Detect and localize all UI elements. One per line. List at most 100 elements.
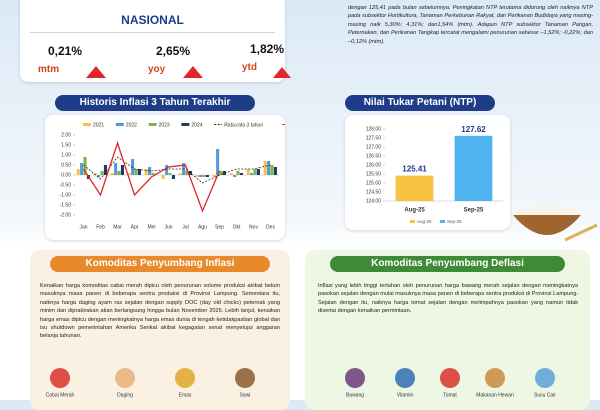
bar — [202, 175, 206, 177]
bar — [76, 169, 80, 175]
y-tick-label: 0.50 — [61, 162, 71, 168]
bar — [233, 175, 237, 177]
bar — [117, 171, 121, 175]
inflation-chart: 2.00 1.50 1.00 0.50 0.00 -0.50 -1.00 -1.50 -2.00… — [60, 122, 285, 230]
chart-card — [45, 115, 285, 240]
commodity-icon — [345, 368, 365, 388]
legend-swatch — [440, 220, 445, 223]
y-tick-label: -2.00 — [60, 212, 72, 218]
bar — [127, 173, 131, 175]
commodity-icon — [115, 368, 135, 388]
bar — [134, 169, 138, 175]
bar — [93, 173, 97, 175]
wheat — [564, 223, 598, 242]
commodity-label: Tomat — [443, 392, 457, 398]
bar — [263, 161, 267, 175]
nasional-card — [20, 0, 285, 82]
commodity-icon — [440, 368, 460, 388]
bar — [239, 173, 243, 175]
bar — [165, 165, 169, 175]
y-tick-label: 2.00 — [61, 132, 71, 138]
bar — [222, 171, 226, 175]
y-tick-label: 125.00 — [366, 180, 382, 186]
bar — [80, 163, 84, 175]
rice-bowl — [513, 205, 598, 242]
bar — [195, 175, 199, 177]
y-tick-label: -0.50 — [60, 182, 72, 188]
bar — [216, 149, 220, 175]
bar — [161, 175, 165, 179]
legend-swatch — [83, 123, 91, 126]
bar — [185, 171, 189, 175]
bar — [270, 165, 274, 175]
ntp-chart: 124.00 124.50 125.00 125.50 126.00 126.50 127.… — [366, 125, 503, 224]
bar — [131, 159, 135, 175]
bowl — [513, 215, 581, 235]
bar — [144, 169, 148, 175]
legend-swatch — [410, 220, 415, 223]
bar — [246, 169, 250, 175]
up-arrow — [183, 66, 203, 78]
commodity-label: Emas — [179, 392, 192, 398]
bar — [110, 173, 114, 175]
chart-title: Historis Inflasi 3 Tahun Terakhir — [55, 95, 255, 111]
x-tick-label: Nov — [249, 224, 258, 230]
legend-label: Aug-25 — [417, 219, 432, 224]
bar — [395, 175, 434, 201]
y-tick-label: -1.50 — [60, 202, 72, 208]
x-tick-label: Agu — [198, 224, 207, 230]
stat-value: 0,21% — [48, 44, 83, 58]
commodity-icon — [175, 368, 195, 388]
commodity-label: Susu Cair — [534, 392, 556, 398]
stat-label: mtm — [38, 64, 60, 75]
x-tick-label: Sep — [215, 224, 224, 230]
stat-value: 1,82% — [250, 42, 285, 56]
bar — [137, 169, 141, 175]
bar — [253, 169, 257, 175]
y-tick-label: 124.50 — [366, 189, 382, 195]
commodity-label: Makanan Hewan — [476, 392, 514, 398]
panel-title: Komoditas Penyumbang Deflasi — [330, 256, 565, 272]
legend-swatch — [115, 123, 124, 126]
ntp-text: dengan 125,41 pada bulan sebelumnya. Pen… — [348, 5, 593, 45]
y-tick-label: 127.00 — [366, 144, 382, 150]
bar — [188, 171, 192, 175]
x-tick-label: Sep-25 — [464, 208, 484, 214]
legend-label: 2021 — [93, 122, 104, 128]
triangles — [86, 66, 291, 78]
up-arrow — [273, 67, 291, 78]
bar — [205, 175, 209, 177]
legend-label: 2022 — [126, 122, 137, 128]
y-tick-label: 126.50 — [366, 153, 382, 159]
commodity-icon — [485, 368, 505, 388]
commodity-label: Bawang — [346, 392, 364, 398]
commodity-icon — [395, 368, 415, 388]
x-tick-label: Okt — [233, 224, 241, 230]
legend-label: 2024 — [191, 122, 202, 128]
bar — [103, 165, 107, 175]
commodity-icon — [50, 368, 70, 388]
y-tick-label: 124.00 — [366, 198, 382, 204]
bar — [168, 173, 172, 175]
bar — [250, 173, 254, 175]
bar — [151, 173, 155, 175]
bar — [120, 165, 124, 175]
bar — [219, 171, 223, 175]
legend-swatch — [148, 123, 157, 126]
bar — [454, 135, 493, 201]
commodity-icon — [535, 368, 555, 388]
y-tick-label: 127.50 — [366, 135, 382, 141]
y-tick-label: -1.00 — [60, 192, 72, 198]
bar — [236, 171, 240, 175]
commodity-icon — [235, 368, 255, 388]
commodity-label: Daging — [117, 392, 133, 398]
stat-label: yoy — [148, 64, 166, 75]
line — [82, 140, 221, 213]
inflasi-text: Kenaikan harga komoditas cabai merah dip… — [40, 283, 280, 340]
bar — [212, 175, 216, 177]
commodity-icons: Cabai Merah Daging Emas Sawi Bawang Vitamin To… — [46, 368, 556, 398]
stat-label: ytd — [242, 62, 257, 73]
nasional-title: NASIONAL — [121, 13, 184, 27]
commodity-label: Cabai Merah — [46, 392, 75, 398]
